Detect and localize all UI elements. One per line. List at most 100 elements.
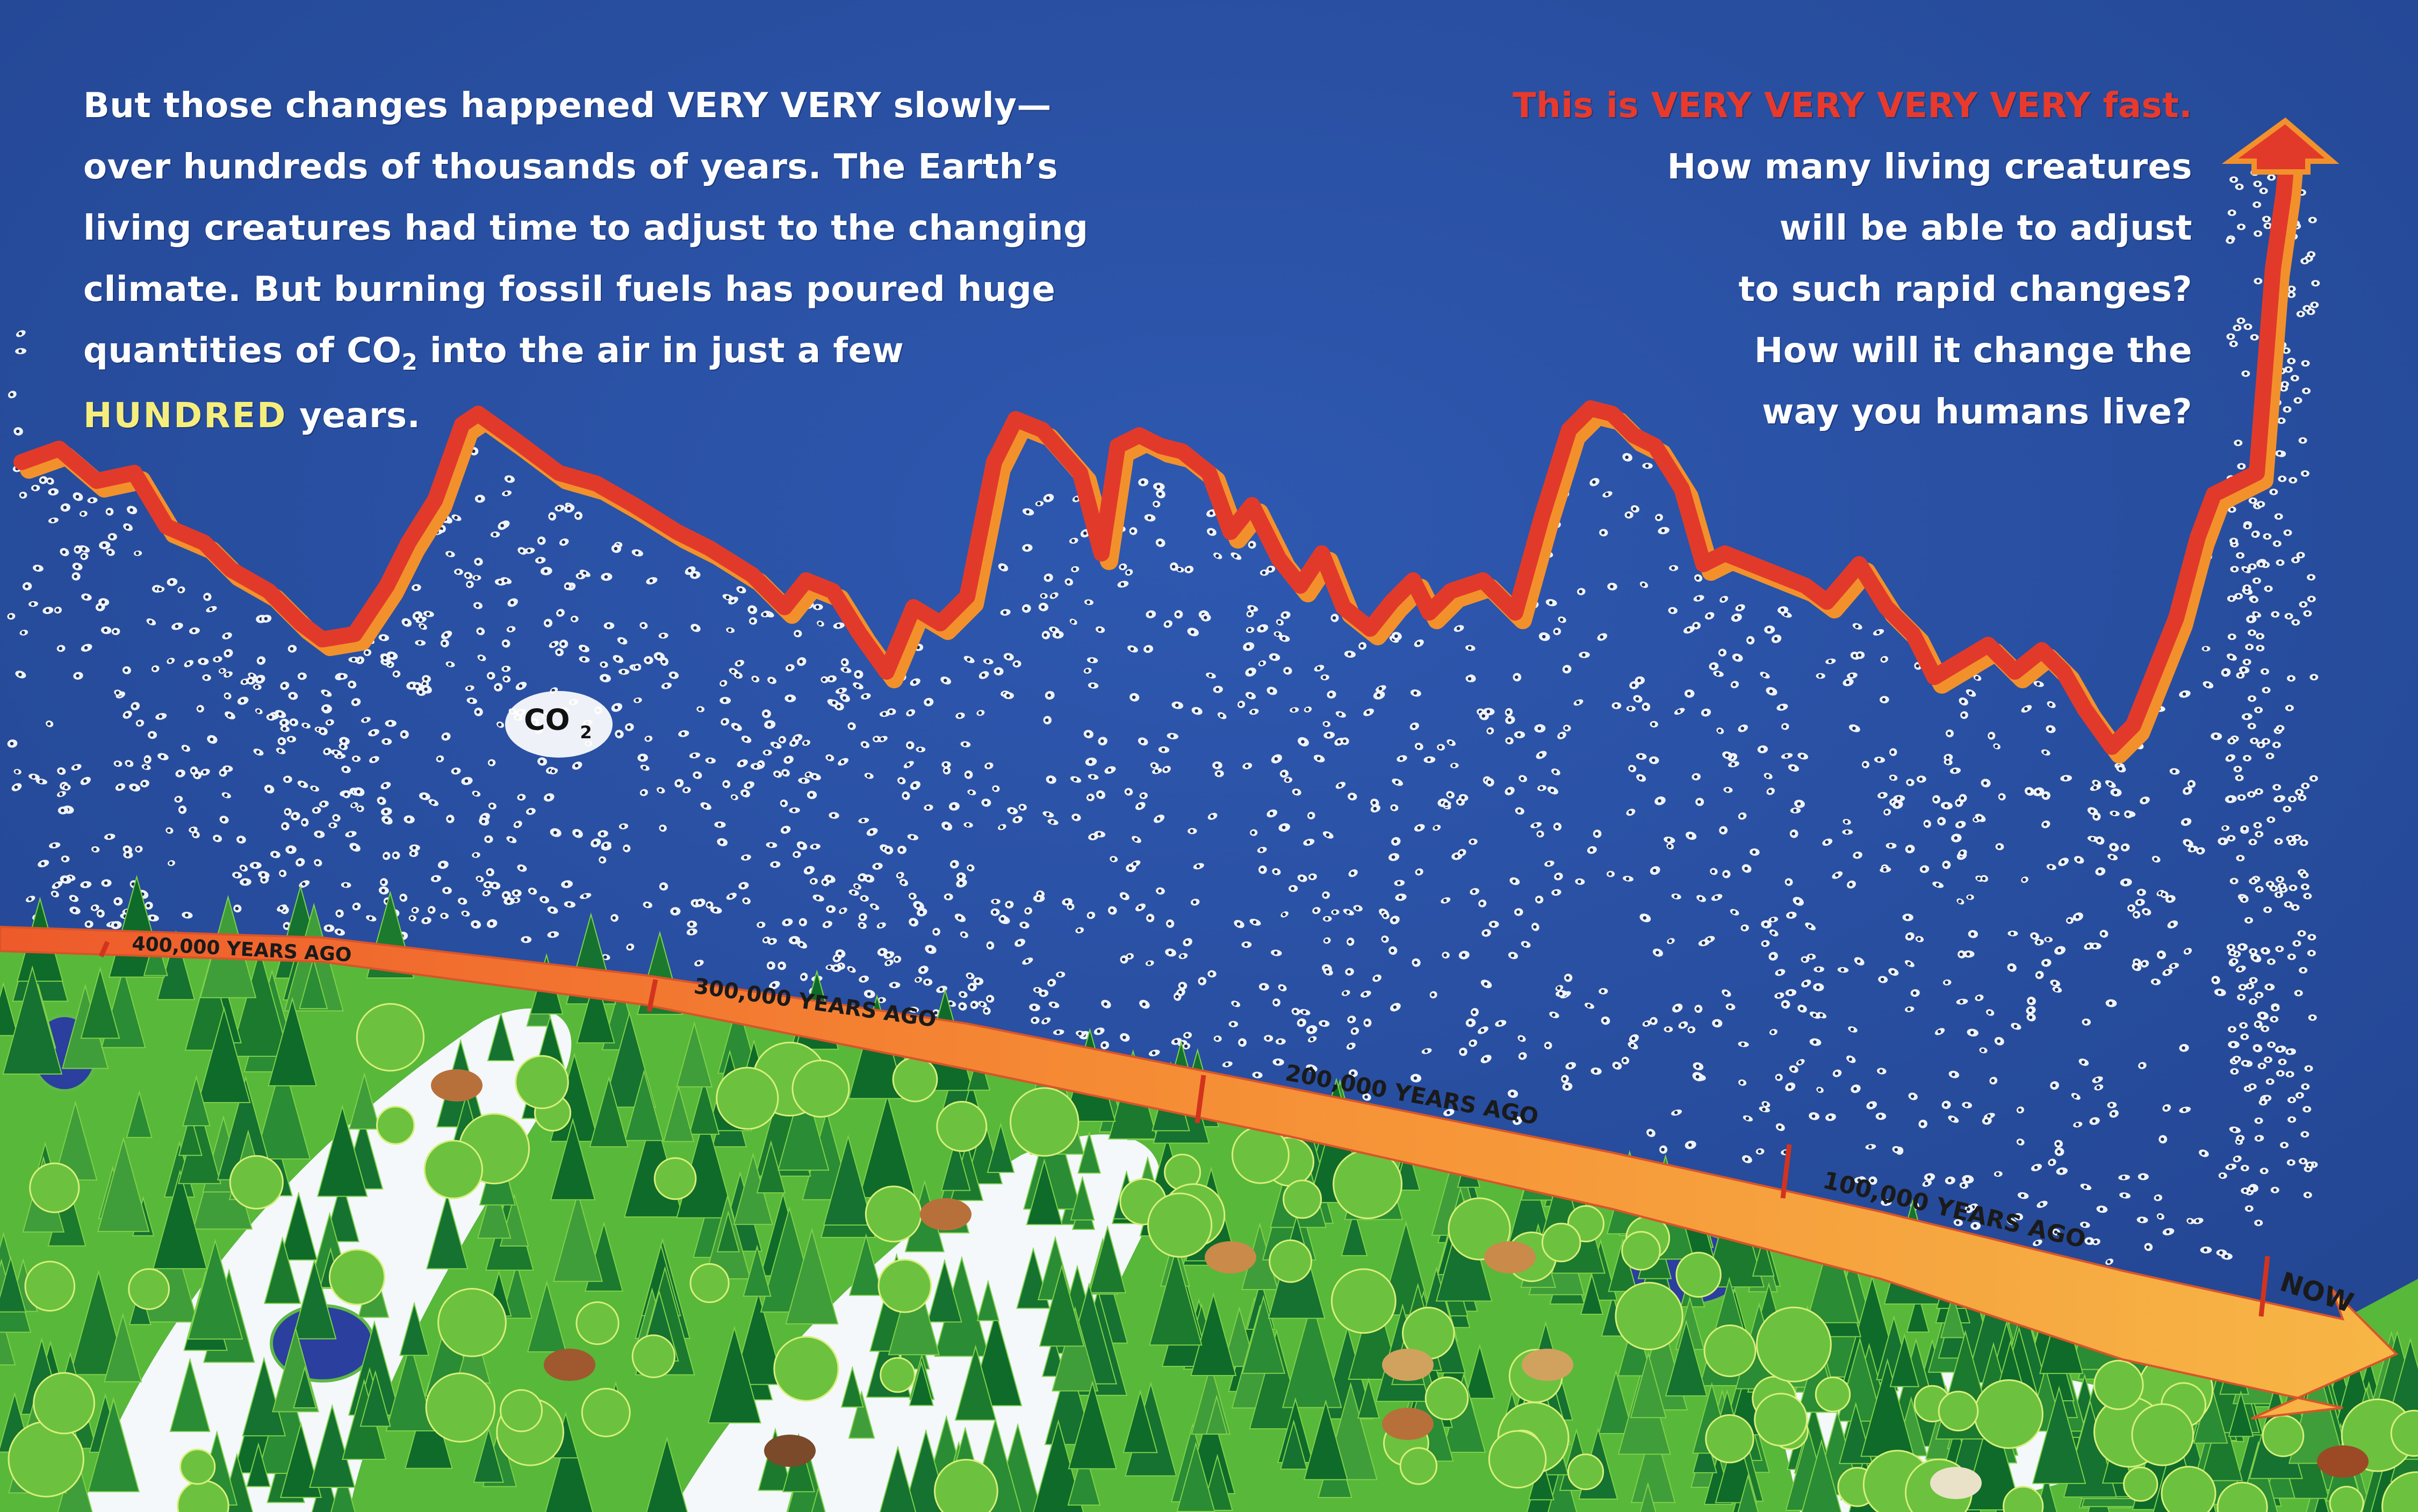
co2-dot-center: [1165, 622, 1169, 626]
co2-dot-center: [474, 576, 478, 580]
co2-dot-center: [327, 926, 330, 930]
co2-dot-center: [2229, 945, 2233, 949]
tree: [80, 966, 120, 1039]
co2-dot-center: [325, 750, 329, 753]
co2-dot-center: [901, 881, 905, 884]
co2-dot-center: [1788, 991, 1793, 995]
co2-dot-center: [1006, 694, 1010, 697]
co2-dot-center: [1337, 740, 1341, 744]
co2-dot-center: [1959, 953, 1963, 956]
co2-dot-center: [1828, 659, 1832, 664]
tree: [242, 1356, 286, 1437]
co2-dot-center: [1047, 693, 1051, 697]
co2-dot-center: [530, 889, 534, 893]
co2-dot-center: [1148, 916, 1152, 920]
co2-dot-center: [926, 700, 930, 704]
bush: [865, 1185, 922, 1243]
co2-dot-center: [369, 916, 372, 920]
co2-dot-center: [1041, 991, 1045, 995]
co2-dot-center: [1209, 530, 1213, 534]
co2-dot-center: [2140, 1063, 2144, 1068]
co2-dot-center: [1877, 758, 1881, 762]
co2-dot-center: [1171, 565, 1176, 568]
co2-dot-center: [1286, 778, 1290, 782]
co2-dot-center: [2309, 575, 2313, 579]
tree: [487, 1011, 515, 1061]
co2-dot-center: [404, 621, 408, 624]
co2-dot-center: [603, 955, 607, 959]
tree: [316, 1104, 368, 1197]
co2-dot-center: [2262, 1169, 2266, 1173]
bush: [376, 1106, 415, 1145]
co2-dot-center: [87, 922, 90, 926]
co2-dot-center: [961, 992, 965, 997]
co2-dot-center: [514, 891, 518, 895]
co2-dot-center: [41, 478, 45, 482]
co2-dot-center: [385, 818, 388, 822]
co2-dot-center: [2261, 1100, 2265, 1104]
co2-dot-center: [508, 627, 513, 631]
tree: [104, 1312, 142, 1383]
co2-dot-center: [2198, 849, 2202, 853]
bush: [1938, 1391, 1979, 1431]
co2-dot-center: [1858, 653, 1862, 657]
co2-dot-center: [832, 701, 836, 705]
co2-dot-center: [2259, 502, 2263, 506]
co2-dot-center: [2251, 949, 2255, 953]
co2-dot-center: [1026, 510, 1030, 514]
co2-dot-center: [945, 824, 948, 828]
co2-dot-center: [773, 743, 778, 747]
co2-dot-center: [493, 883, 496, 888]
co2-dot-center: [1652, 758, 1656, 762]
co2-dot-center: [470, 699, 473, 703]
tree: [187, 1239, 243, 1340]
co2-dot-center: [1215, 554, 1219, 558]
co2-dot-center: [1916, 664, 1919, 668]
co2-dot-center: [1068, 905, 1072, 909]
co2-dot-center: [2257, 790, 2261, 794]
co2-dot-center: [2263, 669, 2266, 673]
co2-dot-center: [135, 551, 139, 555]
co2-dot-center: [10, 393, 13, 397]
co2-dot-center: [71, 896, 75, 901]
co2-dot-center: [1927, 1175, 1931, 1179]
co2-dot-center: [2272, 887, 2276, 890]
co2-dot-center: [1510, 1092, 1514, 1096]
co2-dot-center: [1520, 1054, 1524, 1058]
co2-dot-center: [2052, 1084, 2056, 1088]
co2-dot-center: [1772, 931, 1775, 935]
co2-dot-center: [2095, 1078, 2099, 1082]
co2-dot-center: [1346, 910, 1350, 914]
co2-dot-center: [1846, 680, 1850, 685]
co2-dot-center: [926, 805, 930, 810]
co2-dot-center: [75, 565, 79, 568]
co2-dot-center: [2293, 376, 2297, 380]
co2-dot-center: [1484, 982, 1488, 986]
tree: [663, 1085, 695, 1142]
bush: [1815, 1376, 1851, 1413]
co2-dot-center: [1488, 729, 1492, 733]
co2-dot-center: [2016, 1215, 2020, 1219]
left-line-1: But those changes happened VERY VERY slo…: [83, 86, 1052, 126]
co2-dot-center: [2291, 886, 2295, 890]
co2-dot-center: [2075, 1122, 2079, 1127]
co2-dot-center: [2267, 985, 2271, 989]
co2-dot-center: [1393, 839, 1397, 844]
co2-dot-center: [661, 884, 665, 889]
co2-dot-center: [551, 769, 555, 773]
co2-dot-center: [2036, 790, 2040, 794]
co2-dot-center: [740, 761, 744, 765]
co2-dot-center: [1791, 766, 1795, 770]
co2-dot-center: [744, 737, 748, 741]
co2-dot-center: [168, 659, 172, 663]
co2-dot-center: [1696, 596, 1700, 600]
co2-dot-center: [698, 707, 702, 711]
co2-dot-center: [627, 725, 631, 729]
co2-dot-center: [603, 676, 607, 680]
co2-dot-center: [1883, 868, 1887, 872]
co2-dot-center: [1725, 753, 1729, 757]
co2-dot-center: [1983, 781, 1987, 785]
tree: [1068, 1380, 1117, 1470]
co2-dot-center: [993, 899, 997, 903]
co2-dot-center: [2266, 587, 2270, 591]
